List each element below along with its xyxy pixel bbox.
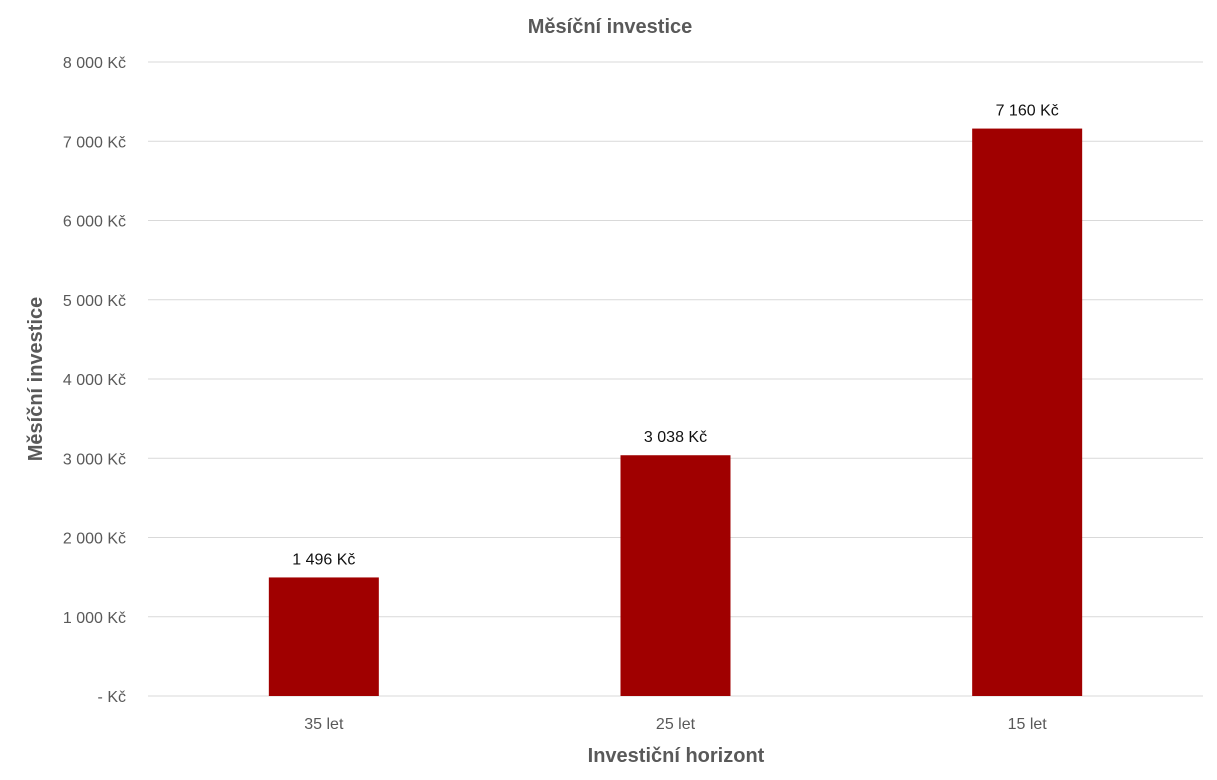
x-tick-label: 25 let xyxy=(656,716,696,733)
chart-title: Měsíční investice xyxy=(528,16,693,38)
y-tick-label: 4 000 Kč xyxy=(63,372,126,389)
y-tick-label: 7 000 Kč xyxy=(63,134,126,151)
y-tick-label: 1 000 Kč xyxy=(63,610,126,627)
bar xyxy=(972,128,1083,696)
bar xyxy=(620,455,731,696)
y-tick-label: - Kč xyxy=(98,689,126,706)
x-tick-label: 35 let xyxy=(304,716,344,733)
x-axis-ticks: 35 let 25 let 15 let xyxy=(304,716,1047,733)
data-label: 7 160 Kč xyxy=(996,103,1059,120)
x-tick-label: 15 let xyxy=(1008,716,1048,733)
data-label: 1 496 Kč xyxy=(292,551,355,568)
bar xyxy=(268,577,379,696)
y-tick-label: 8 000 Kč xyxy=(63,55,126,72)
y-axis-ticks: - Kč 1 000 Kč 2 000 Kč 3 000 Kč 4 000 Kč 5 00… xyxy=(63,55,126,706)
y-tick-label: 3 000 Kč xyxy=(63,451,126,468)
y-axis-title: Měsíční investice xyxy=(25,297,47,462)
y-tick-label: 5 000 Kč xyxy=(63,293,126,310)
y-tick-label: 2 000 Kč xyxy=(63,531,126,548)
data-label: 3 038 Kč xyxy=(644,429,707,446)
data-labels: 1 496 Kč 3 038 Kč 7 160 Kč xyxy=(292,103,1058,569)
x-axis-title: Investiční horizont xyxy=(588,745,765,767)
bars xyxy=(268,128,1083,696)
y-tick-label: 6 000 Kč xyxy=(63,214,126,231)
